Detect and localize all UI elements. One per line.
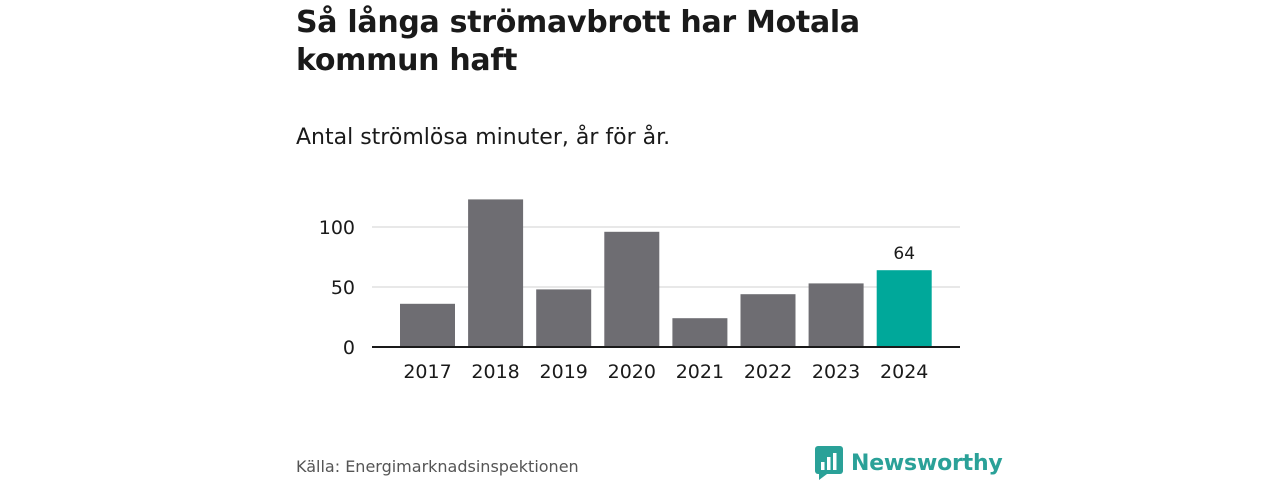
- x-tick-label: 2023: [812, 361, 860, 383]
- bar-chart-logo-icon: [815, 446, 843, 480]
- bars: [400, 199, 932, 347]
- x-tick-label: 2018: [471, 361, 519, 383]
- chart-subtitle: Antal strömlösa minuter, år för år.: [296, 125, 671, 150]
- x-tick-label: 2019: [540, 361, 588, 383]
- bar-2021: [672, 318, 728, 347]
- y-axis-tick-labels: 0 50 100: [319, 217, 355, 359]
- bar-2018: [468, 199, 524, 347]
- y-tick-label: 100: [319, 217, 355, 239]
- bar-2024: [876, 270, 932, 347]
- data-label: 64: [893, 244, 915, 264]
- y-tick-label: 50: [331, 277, 355, 299]
- x-tick-label: 2024: [880, 361, 928, 383]
- newsworthy-logo: Newsworthy: [815, 446, 1003, 480]
- x-tick-label: 2021: [676, 361, 724, 383]
- bar-2022: [740, 294, 796, 347]
- bar-2017: [400, 303, 455, 347]
- source-note: Källa: Energimarknadsinspektionen: [296, 457, 579, 476]
- brand-name: Newsworthy: [851, 450, 1003, 476]
- bar-2023: [808, 283, 864, 347]
- x-axis-tick-labels: 2017 2018 2019 2020 2021 2022 2023 2024: [403, 361, 928, 383]
- chart-title: Så långa strömavbrott har Motala kommun …: [296, 5, 860, 78]
- bar-2019: [536, 289, 592, 347]
- x-tick-label: 2022: [744, 361, 792, 383]
- x-tick-label: 2020: [608, 361, 656, 383]
- y-tick-label: 0: [343, 337, 355, 359]
- data-labels: 64: [893, 244, 915, 264]
- grid-lines: [372, 226, 960, 288]
- x-tick-label: 2017: [403, 361, 451, 383]
- bar-2020: [604, 231, 660, 347]
